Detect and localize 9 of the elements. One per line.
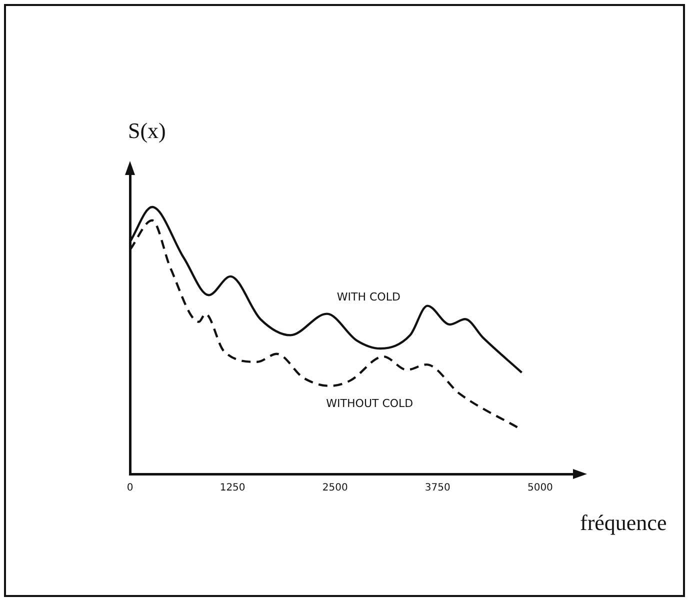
series-label: WITH COLD (336, 290, 400, 304)
x-axis-title: fréquence (580, 510, 667, 536)
x-tick-label: 2500 (322, 482, 348, 494)
x-tick-label: 5000 (527, 482, 553, 494)
x-tick-label: 1250 (220, 482, 246, 494)
x-tick-label: 0 (126, 482, 134, 494)
series-label: WITHOUT COLD (326, 396, 414, 410)
y-axis-title: S(x) (128, 118, 166, 144)
x-tick-label: 3750 (424, 482, 450, 494)
